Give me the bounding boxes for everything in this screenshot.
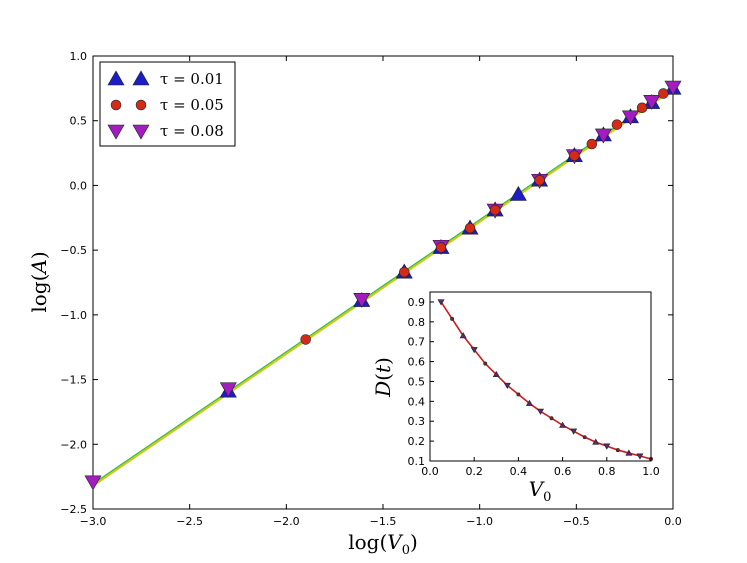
inset-x-tick-label: 0.8 [598, 465, 616, 478]
inset-point-18 [625, 449, 633, 456]
data-point-series2-2 [399, 266, 410, 278]
inset-x-ticks: 0.0 0.2 0.4 0.6 0.8 1.0 [421, 457, 660, 478]
y-tick-label: 0.5 [70, 115, 88, 128]
inset-point-9 [525, 399, 533, 406]
inset-point-13 [570, 428, 578, 435]
legend-marker-b-3 [132, 124, 150, 140]
legend-label-1: τ = 0.01 [160, 70, 224, 88]
main-y-ticks: −2.5 −2.0 −1.5 −1.0 −0.5 0.0 0.5 1.0 [60, 50, 673, 516]
data-point-series1-7 [509, 185, 527, 201]
inset-markers [437, 299, 653, 461]
x-tick-label: −2.5 [176, 515, 203, 528]
inset-x-tick-label: 0.6 [554, 465, 572, 478]
inset-y-tick-label: 0.6 [408, 356, 426, 369]
inset-curve-line [440, 301, 652, 460]
inset-point-14 [582, 435, 587, 440]
x-tick-label: −1.0 [466, 515, 493, 528]
data-point-series3-3 [353, 293, 371, 308]
legend-marker-a-2 [110, 99, 122, 111]
main-x-axis-label: log(V0) [348, 530, 418, 558]
inset-point-15 [592, 438, 600, 445]
y-tick-label: 0.0 [70, 179, 88, 192]
x-tick-label: 0.0 [664, 515, 682, 528]
y-tick-label: −1.5 [60, 374, 87, 387]
inset-y-tick-label: 0.3 [408, 415, 426, 428]
main-x-ticks: −3.0 −2.5 −2.0 −1.5 −1.0 −0.5 0.0 [80, 56, 682, 528]
data-point-series2-6 [534, 175, 545, 186]
inset-point-1 [437, 299, 445, 306]
data-point-series3-1 [84, 475, 102, 491]
inset-y-ticks: 0.1 0.2 0.3 0.4 0.5 0.6 0.7 0.8 0.9 [408, 296, 434, 468]
x-tick-label: −0.5 [563, 515, 590, 528]
inset-point-16 [603, 443, 611, 450]
data-point-series2-9 [611, 119, 623, 130]
data-point-series3-2 [219, 382, 237, 398]
inset-y-tick-label: 0.2 [408, 435, 426, 448]
inset-y-tick-label: 0.7 [408, 336, 426, 349]
inset-y-tick-label: 0.9 [408, 296, 426, 309]
inset-curve [440, 301, 652, 460]
legend-label-2: τ = 0.05 [160, 96, 224, 114]
data-point-series2-7 [569, 150, 580, 161]
inset-point-2 [450, 316, 455, 321]
inset-x-tick-label: 0.0 [421, 465, 439, 478]
inset-point-8 [516, 392, 521, 397]
legend-entries: τ = 0.01 τ = 0.05 τ = 0.08 [107, 70, 224, 140]
data-point-series3-10 [643, 95, 661, 110]
inset-y-tick-label: 0.5 [408, 375, 426, 388]
data-point-series3-11 [664, 80, 682, 96]
inset-point-17 [615, 448, 620, 453]
inset-x-tick-label: 1.0 [642, 465, 660, 478]
inset-plot-frame [429, 291, 652, 462]
legend-marker-b-2 [135, 99, 147, 111]
legend: τ = 0.01 τ = 0.05 τ = 0.08 [99, 61, 236, 147]
data-point-series2-4 [464, 222, 476, 234]
inset-point-5 [483, 361, 488, 366]
y-tick-label: −2.0 [60, 438, 87, 451]
inset-point-4 [470, 347, 478, 354]
y-tick-label: −0.5 [60, 244, 87, 257]
inset-y-axis-label: D(t) [371, 357, 395, 398]
inset-point-12 [559, 421, 567, 428]
y-tick-label: −2.5 [60, 503, 87, 516]
y-tick-label: 1.0 [70, 50, 88, 63]
x-tick-label: −1.5 [370, 515, 397, 528]
inset-y-tick-label: 0.8 [408, 316, 426, 329]
data-point-series3-9 [621, 110, 639, 126]
inset-y-tick-label: 0.1 [408, 455, 426, 468]
legend-label-3: τ = 0.08 [160, 122, 224, 140]
main-plot: −3.0 −2.5 −2.0 −1.5 −1.0 −0.5 0.0 −2.5−2.0−1.5… [27, 50, 682, 558]
x-tick-label: −2.0 [273, 515, 300, 528]
main-y-axis-label: log(A) [27, 251, 51, 312]
data-point-series2-10 [636, 102, 648, 114]
data-point-series2-3 [435, 242, 447, 253]
inset-point-10 [536, 408, 545, 415]
data-point-series2-8 [586, 138, 598, 150]
inset-x-tick-label: 0.2 [465, 465, 483, 478]
data-point-series3-8 [594, 128, 612, 144]
legend-marker-b-1 [132, 70, 150, 86]
legend-marker-a-1 [107, 70, 125, 86]
inset-plot: 0.0 0.2 0.4 0.6 0.8 1.0 0.1 0.2 0.3 0.4 0.5 0.6 0.7… [371, 291, 660, 505]
data-point-series2-1 [300, 334, 311, 345]
data-point-series2-5 [489, 204, 501, 216]
main-markers [84, 79, 682, 491]
inset-point-11 [549, 416, 554, 421]
inset-point-3 [459, 332, 467, 339]
inset-y-tick-label: 0.4 [408, 395, 426, 408]
legend-box [99, 61, 236, 147]
x-tick-label: −3.0 [80, 515, 107, 528]
data-point-series2-11 [658, 88, 669, 99]
legend-marker-a-3 [107, 124, 125, 140]
inset-x-tick-label: 0.4 [510, 465, 528, 478]
inset-point-7 [503, 382, 511, 390]
inset-point-19 [636, 453, 644, 460]
y-tick-label: −1.0 [60, 309, 87, 322]
inset-point-6 [492, 370, 500, 378]
